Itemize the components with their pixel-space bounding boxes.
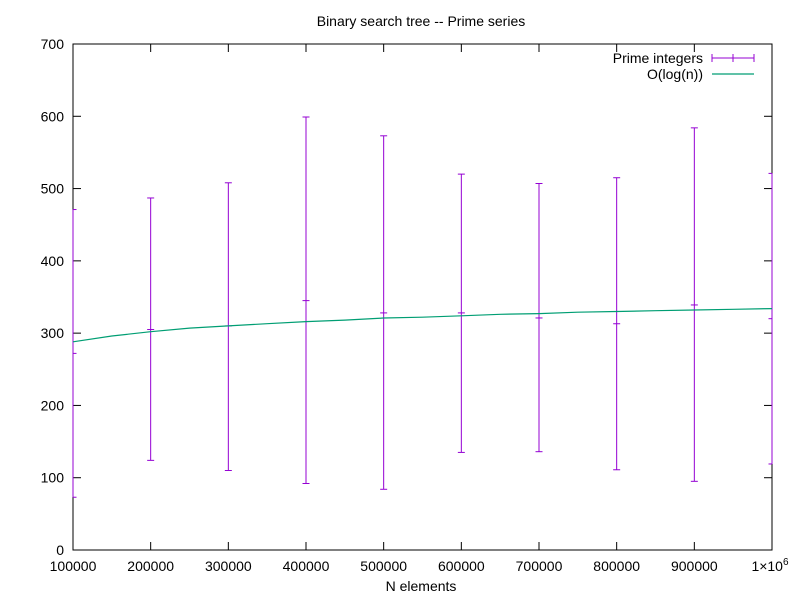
x-tick-label-200000: 200000 [127,558,174,574]
x-tick-label-500000: 500000 [360,558,407,574]
x-tick-label-1000000: 1×106 [751,557,789,574]
series-line [72,308,773,343]
y-tick-label-200: 200 [41,397,65,413]
axes [72,43,773,551]
legend: Prime integers O(log(n)) [613,50,755,82]
plot-border [72,43,773,551]
y-tick-label-0: 0 [56,542,64,558]
y-tick-label-300: 300 [41,325,65,341]
error-bar [535,183,543,453]
y-axis-ticks: 0 100 200 300 400 500 600 700 [41,36,772,558]
y-tick-label-400: 400 [41,253,65,269]
x-axis-label: N elements [386,578,457,594]
legend-label-prime-integers: Prime integers [613,50,703,66]
error-bar [768,172,773,465]
x-tick-label-800000: 800000 [593,558,640,574]
error-bar [72,209,77,498]
y-tick-label-500: 500 [41,181,65,197]
legend-swatch-prime-integers [711,54,755,62]
error-bar [690,127,698,482]
error-bar [457,173,465,453]
series-prime-integers [72,116,773,498]
x-tick-label-400000: 400000 [283,558,330,574]
legend-label-ologn: O(log(n)) [647,66,703,82]
x-tick-label-600000: 600000 [438,558,485,574]
x-axis-ticks: 100000 200000 300000 400000 500000 600000 7000… [50,44,773,574]
series-layer [72,116,773,498]
x-tick-label-300000: 300000 [205,558,252,574]
error-bar [147,197,155,461]
chart-title: Binary search tree -- Prime series [317,13,526,29]
y-tick-label-600: 600 [41,108,65,124]
x-tick-label-100000: 100000 [50,558,97,574]
series-ologn [72,308,773,343]
error-bar [613,177,621,471]
x-tick-label-700000: 700000 [516,558,563,574]
error-bar [302,116,310,484]
y-tick-label-100: 100 [41,470,65,486]
y-tick-label-700: 700 [41,36,65,52]
x-tick-label-900000: 900000 [671,558,718,574]
error-bar [380,135,388,490]
